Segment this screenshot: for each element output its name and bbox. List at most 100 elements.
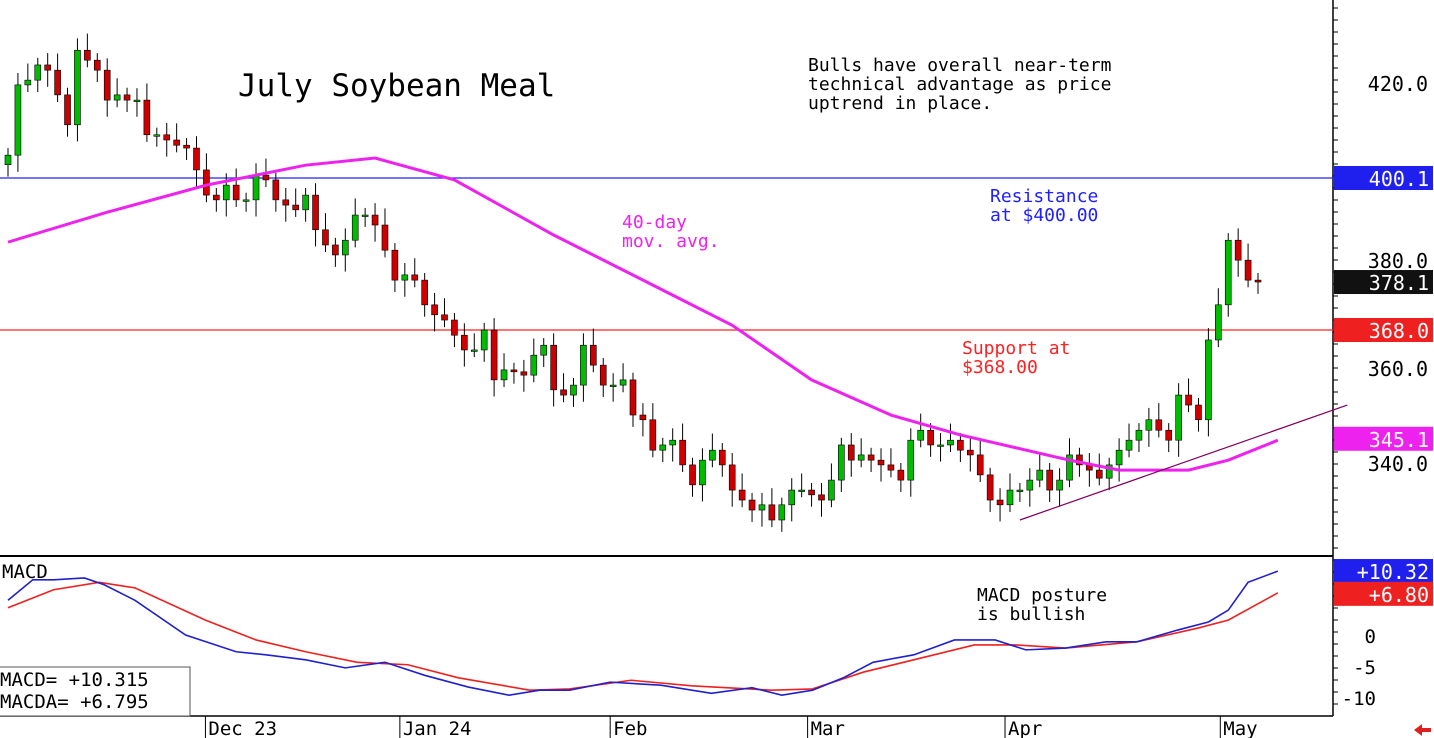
candle-body [213, 194, 220, 201]
chart-title: July Soybean Meal [238, 68, 555, 104]
candle-body [689, 464, 696, 486]
candle-body [64, 94, 71, 126]
candle-body [113, 94, 121, 101]
price-tick-label: 360.0 [1368, 357, 1428, 381]
candle-body [599, 364, 607, 386]
candle-body [957, 439, 964, 451]
candle-body [857, 454, 865, 461]
month-label: Apr [1008, 718, 1042, 738]
candle-body [917, 429, 924, 441]
candle-body [312, 194, 319, 231]
candle-body [153, 134, 161, 137]
candle-body [1135, 429, 1143, 441]
candle-body [847, 444, 855, 461]
candle-body [629, 379, 637, 416]
macda-tag-bg [1334, 581, 1433, 606]
candle-body [738, 489, 746, 501]
candle-body [14, 84, 22, 156]
candle-body [887, 464, 895, 471]
candle-body [1205, 339, 1212, 421]
candle-body [322, 229, 329, 246]
candle-body [282, 199, 290, 206]
candle-body [1155, 419, 1163, 431]
candle-body [510, 369, 518, 373]
candle-body [758, 504, 766, 511]
candle-body [1224, 239, 1232, 306]
candle-body [342, 239, 349, 256]
ma40-tag-bg [1334, 426, 1433, 451]
candle-body [84, 49, 91, 61]
commentary-line: technical advantage as price [808, 74, 1111, 95]
month-label: May [1223, 718, 1257, 738]
candle-body [907, 439, 915, 481]
candle-body [1115, 449, 1123, 466]
candle-body [530, 354, 538, 376]
candle-body [1244, 259, 1252, 281]
candle-body [550, 344, 557, 391]
candle-body [709, 449, 716, 461]
candle-body [490, 329, 498, 381]
candle-body [619, 379, 627, 386]
macd-tag-bg [1334, 559, 1433, 584]
macda-tag: +6.80 [1369, 583, 1429, 607]
resistance-tag-bg [1334, 166, 1433, 190]
candle-body [242, 199, 250, 202]
candle-body [649, 419, 657, 451]
candle-body [967, 449, 974, 456]
candle-body [1105, 464, 1113, 479]
price-tick-label: 420.0 [1368, 72, 1428, 96]
candle-body [74, 49, 81, 126]
candle-body [262, 174, 270, 181]
month-label: Mar [811, 718, 845, 738]
macd-tick-label: 0 [1365, 626, 1376, 648]
candle-body [778, 504, 786, 521]
scroll-left-arrow-icon [1414, 724, 1431, 736]
candle-body [996, 499, 1004, 506]
ma40-tag: 345.1 [1369, 428, 1429, 452]
candle-body [867, 454, 875, 461]
price-tick-label: 340.0 [1368, 452, 1428, 476]
last-price-tag-bg [1334, 270, 1433, 295]
candle-body [768, 504, 776, 521]
candle-body [351, 214, 359, 241]
candle-body [808, 489, 815, 496]
candle-body [540, 344, 548, 356]
candle-body [1195, 404, 1202, 421]
commentary-line: uptrend in place. [808, 93, 992, 114]
candle-body [54, 69, 61, 96]
macd-note: MACD posture [977, 585, 1107, 606]
candle-body [4, 154, 12, 165]
candle-body [748, 499, 756, 511]
candle-body [1175, 394, 1182, 441]
candle-body [699, 459, 706, 486]
candle-body [1145, 419, 1153, 431]
macd-tag: +10.32 [1357, 560, 1429, 584]
candle-body [570, 384, 577, 396]
candle-body [728, 464, 736, 491]
candle-body [609, 384, 617, 387]
last-price-tag: 378.1 [1369, 271, 1429, 295]
candle-body [937, 444, 944, 447]
ma40-label: 40-day [622, 212, 687, 233]
month-label: Jan 24 [403, 718, 472, 738]
candle-body [183, 144, 190, 149]
candle-body [1125, 439, 1133, 451]
candle-body [1016, 489, 1024, 492]
candle-body [500, 369, 508, 381]
candle-body [44, 64, 51, 71]
trendline [1019, 404, 1348, 521]
candle-body [1215, 304, 1222, 341]
candle-body [877, 459, 885, 466]
candle-body [391, 249, 399, 281]
candle-body [24, 79, 32, 86]
macd-title: MACD [2, 561, 48, 583]
candle-body [828, 479, 835, 501]
candle-body [718, 449, 726, 466]
candle-body [838, 444, 845, 481]
candle-body [1185, 394, 1192, 406]
candle-body [1076, 454, 1083, 466]
candle-body [411, 274, 419, 281]
candle-body [143, 99, 151, 136]
macda-value: MACDA= +6.795 [0, 691, 149, 713]
